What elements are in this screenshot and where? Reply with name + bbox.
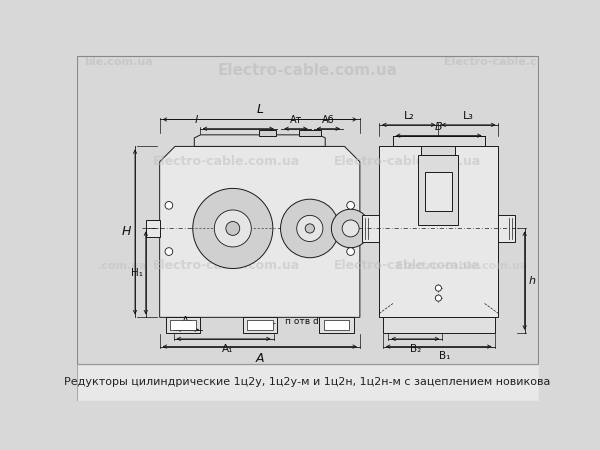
Text: Electro-cable.com.ua: Electro-cable.com.ua [153,155,300,168]
Bar [243,317,277,333]
Bar [323,320,349,330]
Text: Редукторы цилиндрические 1ц2у, 1ц2у-м и 1ц2н, 1ц2н-м с зацеплением новикова: Редукторы цилиндрические 1ц2у, 1ц2у-м и … [64,377,551,387]
Circle shape [436,295,442,301]
Polygon shape [160,146,360,317]
Bar [299,130,320,136]
Circle shape [226,221,240,235]
Circle shape [193,189,273,269]
Circle shape [331,209,370,248]
Text: L₂: L₂ [403,111,414,121]
Text: Electro-cable.com.ua: Electro-cable.com.ua [334,155,481,168]
Polygon shape [194,135,325,146]
Circle shape [342,220,359,237]
Text: Aт: Aт [290,115,302,125]
Text: Electro-cable.com.ua: Electro-cable.com.ua [153,259,300,272]
Bar [319,317,354,333]
Bar [383,317,494,333]
Text: Electro-cable.c: Electro-cable.c [443,57,536,67]
Bar [146,220,160,237]
Text: l: l [195,115,198,125]
Text: ble.com.ua: ble.com.ua [85,57,153,67]
Circle shape [305,224,314,233]
Bar [418,155,458,225]
Bar [393,135,485,146]
Bar [379,146,499,317]
Bar [362,215,379,242]
Text: B: B [435,122,443,132]
Bar [170,320,196,330]
Text: L₃: L₃ [463,111,474,121]
Text: Electro-cable.com.ua: Electro-cable.com.ua [396,261,527,271]
Circle shape [347,202,355,209]
Bar [425,172,452,211]
Bar [77,55,538,364]
Circle shape [165,248,173,256]
Bar [77,364,539,400]
Bar [421,146,455,155]
Bar [166,317,200,333]
Bar [247,320,273,330]
Circle shape [297,216,323,242]
Text: B₁: B₁ [439,351,451,361]
Text: A₂: A₂ [182,316,193,326]
Text: Electro-cable.com.ua: Electro-cable.com.ua [218,63,398,78]
Text: B₂: B₂ [410,343,421,354]
Text: Aб: Aб [322,115,335,125]
Circle shape [165,202,173,209]
Text: H₁: H₁ [131,268,143,278]
Text: h: h [529,275,535,286]
Circle shape [214,210,251,247]
Circle shape [281,199,339,258]
Circle shape [436,285,442,291]
Text: .com.ua: .com.ua [98,261,148,271]
Bar [499,215,515,242]
Bar [360,220,374,237]
Text: A₁: A₁ [222,343,233,354]
Text: L: L [256,103,263,116]
Circle shape [347,248,355,256]
Text: A: A [256,352,264,365]
Text: Electro-cable.com.ua: Electro-cable.com.ua [334,259,481,272]
Text: п отв d: п отв d [285,317,319,326]
Text: H: H [122,225,131,238]
Bar [259,130,276,136]
